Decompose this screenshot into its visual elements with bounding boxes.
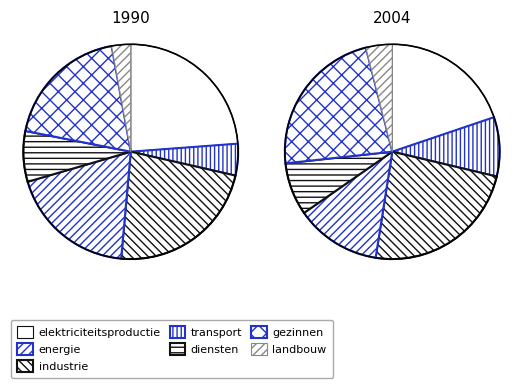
Wedge shape [24, 131, 131, 182]
Wedge shape [121, 152, 235, 259]
Legend: elektriciteitsproductie, energie, industrie, transport, diensten, gezinnen, land: elektriciteitsproductie, energie, indust… [11, 319, 333, 379]
Wedge shape [131, 44, 238, 152]
Wedge shape [304, 152, 392, 258]
Wedge shape [131, 144, 238, 175]
Wedge shape [286, 152, 392, 213]
Title: 1990: 1990 [111, 11, 150, 26]
Wedge shape [111, 44, 131, 152]
Wedge shape [26, 46, 131, 152]
Wedge shape [392, 44, 494, 152]
Wedge shape [28, 152, 131, 259]
Wedge shape [285, 48, 392, 163]
Title: 2004: 2004 [373, 11, 412, 26]
Wedge shape [376, 152, 497, 259]
Wedge shape [392, 117, 499, 177]
Wedge shape [366, 44, 392, 152]
